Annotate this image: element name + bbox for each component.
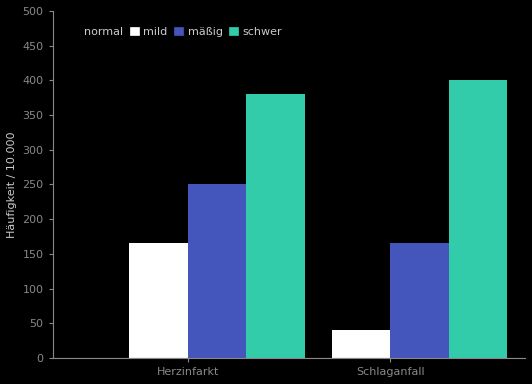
Y-axis label: Häufigkeit / 10.000: Häufigkeit / 10.000 (7, 131, 17, 238)
Bar (129, 243, 188, 358)
Legend: normal, mild, mäßig, schwer: normal, mild, mäßig, schwer (68, 23, 286, 40)
Bar (71, 289, 129, 358)
Bar (331, 330, 390, 358)
Bar (246, 94, 305, 358)
Bar (390, 243, 448, 358)
Bar (448, 80, 507, 358)
Bar (273, 354, 331, 358)
Bar (188, 184, 246, 358)
